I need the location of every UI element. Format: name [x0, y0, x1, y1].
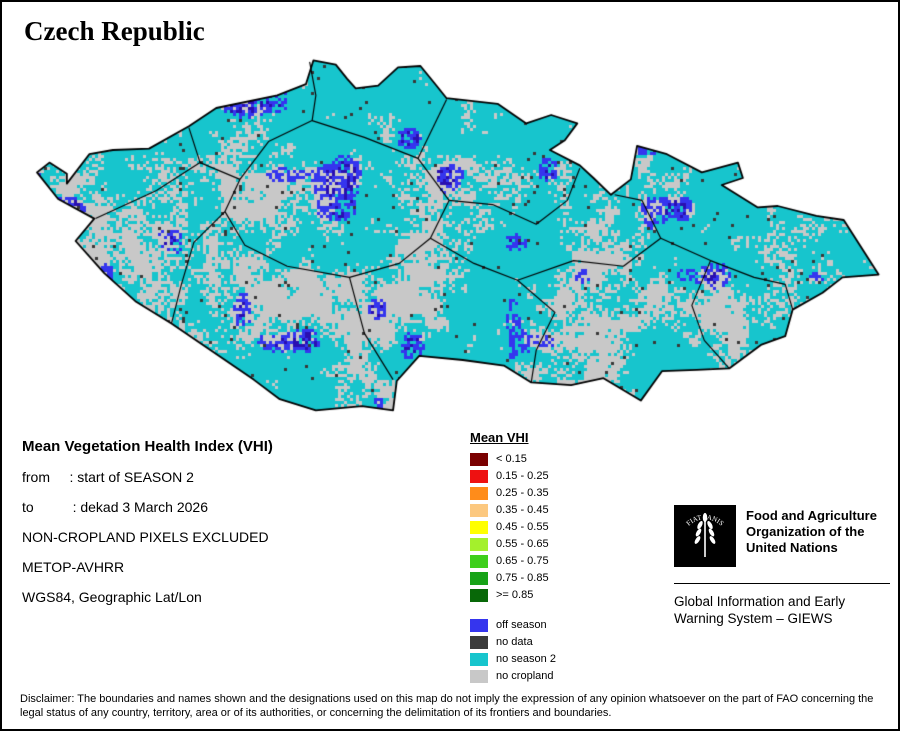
legend-swatch — [470, 619, 488, 632]
legend-row: 0.75 - 0.85 — [470, 570, 556, 587]
legend-swatch — [470, 589, 488, 602]
fao-divider — [674, 583, 890, 584]
legend-row: no season 2 — [470, 651, 556, 668]
legend-label: < 0.15 — [496, 453, 527, 465]
legend-swatch — [470, 538, 488, 551]
legend-swatch — [470, 572, 488, 585]
info-line-projection: WGS84, Geographic Lat/Lon — [22, 589, 202, 605]
legend-row: 0.55 - 0.65 — [470, 536, 556, 553]
legend-swatch — [470, 487, 488, 500]
legend-swatch — [470, 521, 488, 534]
legend: Mean VHI < 0.15 0.15 - 0.25 0.25 - 0.35 … — [470, 430, 556, 685]
legend-row: 0.15 - 0.25 — [470, 468, 556, 485]
giews-label: Global Information and Early Warning Sys… — [674, 594, 846, 626]
legend-row: >= 0.85 — [470, 587, 556, 604]
legend-label: >= 0.85 — [496, 589, 534, 601]
legend-swatch — [470, 653, 488, 666]
legend-label: 0.65 - 0.75 — [496, 555, 549, 567]
fao-header: FIAT PANIS Food and Agriculture Organiza… — [674, 505, 890, 567]
legend-row: < 0.15 — [470, 451, 556, 468]
legend-swatch — [470, 453, 488, 466]
legend-swatch — [470, 555, 488, 568]
legend-label: 0.15 - 0.25 — [496, 470, 549, 482]
fao-logo: FIAT PANIS — [674, 505, 736, 567]
wheat-icon — [694, 512, 716, 557]
legend-swatch — [470, 636, 488, 649]
info-line-exclusion: NON-CROPLAND PIXELS EXCLUDED — [22, 529, 269, 545]
legend-label: no data — [496, 636, 533, 648]
page-title: Czech Republic — [24, 16, 205, 46]
legend-label: 0.55 - 0.65 — [496, 538, 549, 550]
legend-row: 0.45 - 0.55 — [470, 519, 556, 536]
legend-label: 0.45 - 0.55 — [496, 521, 549, 533]
legend-swatch — [470, 670, 488, 683]
info-block: Mean Vegetation Health Index (VHI) from … — [22, 432, 273, 612]
legend-label: 0.35 - 0.45 — [496, 504, 549, 516]
legend-row: 0.65 - 0.75 — [470, 553, 556, 570]
fao-org-name: Food and Agriculture Organization of the… — [746, 508, 877, 555]
legend-label: off season — [496, 619, 547, 631]
legend-row: 0.25 - 0.35 — [470, 485, 556, 502]
legend-row: off season — [470, 617, 556, 634]
disclaimer-text: Disclaimer: The boundaries and names sho… — [20, 693, 874, 719]
legend-swatch — [470, 470, 488, 483]
info-heading: Mean Vegetation Health Index (VHI) — [22, 438, 273, 455]
legend-label: 0.75 - 0.85 — [496, 572, 549, 584]
info-line-from: from : start of SEASON 2 — [22, 469, 194, 485]
legend-title: Mean VHI — [470, 430, 529, 445]
legend-label: 0.25 - 0.35 — [496, 487, 549, 499]
info-line-to: to : dekad 3 March 2026 — [22, 499, 208, 515]
legend-gap — [470, 604, 556, 617]
legend-label: no season 2 — [496, 653, 556, 665]
info-line-sensor: METOP-AVHRR — [22, 559, 125, 575]
legend-label: no cropland — [496, 670, 554, 682]
legend-row: no data — [470, 634, 556, 651]
legend-row: 0.35 - 0.45 — [470, 502, 556, 519]
legend-swatch — [470, 504, 488, 517]
legend-row: no cropland — [470, 668, 556, 685]
fao-block: FIAT PANIS Food and Agriculture Organiza… — [674, 505, 890, 627]
